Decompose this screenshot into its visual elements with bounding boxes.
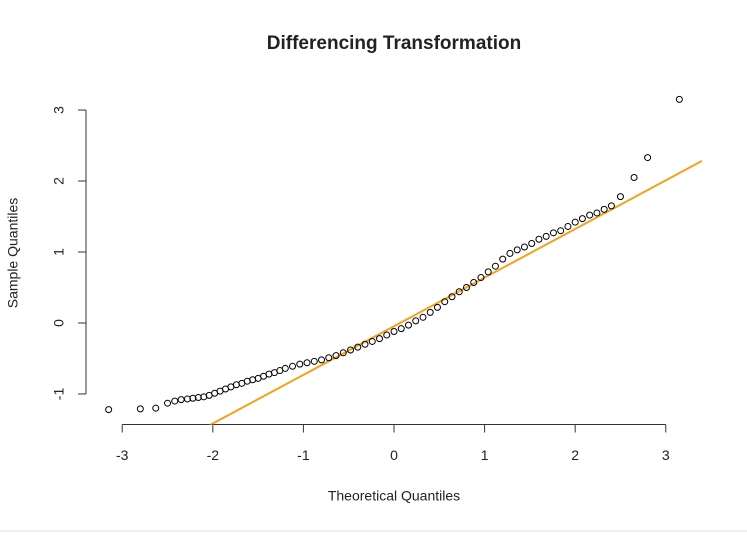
point <box>441 298 449 306</box>
point <box>600 205 608 213</box>
y-tick-label: -1 <box>51 388 67 401</box>
point <box>376 335 384 343</box>
point <box>477 274 485 282</box>
point <box>506 249 514 257</box>
x-axis-title: Theoretical Quantiles <box>328 488 460 504</box>
y-tick-label: 0 <box>51 319 67 327</box>
point <box>397 325 405 333</box>
point <box>535 235 543 243</box>
y-tick-label: 2 <box>51 177 67 185</box>
x-tick-label: 2 <box>571 447 579 463</box>
point <box>289 362 297 370</box>
point <box>462 283 470 291</box>
point <box>189 394 197 402</box>
point <box>630 173 638 181</box>
point <box>578 215 586 223</box>
point <box>296 360 304 368</box>
point <box>383 331 391 339</box>
x-tick-label: -3 <box>116 447 129 463</box>
point <box>419 313 427 321</box>
point <box>528 239 536 247</box>
point <box>368 337 376 345</box>
point <box>542 232 550 240</box>
point <box>448 293 456 301</box>
point <box>412 317 420 325</box>
point <box>164 399 172 407</box>
point <box>136 405 144 413</box>
point <box>455 288 463 296</box>
point <box>593 209 601 217</box>
x-tick-label: 0 <box>390 447 398 463</box>
point <box>520 243 528 251</box>
point <box>426 308 434 316</box>
point <box>152 404 160 412</box>
y-tick-label: 3 <box>51 106 67 114</box>
point <box>491 262 499 270</box>
x-tick-label: -2 <box>207 447 220 463</box>
point <box>354 343 362 351</box>
point <box>105 406 113 414</box>
point <box>281 364 289 372</box>
point <box>564 222 572 230</box>
point <box>303 359 311 367</box>
point <box>549 229 557 237</box>
x-tick-label: 3 <box>662 447 670 463</box>
point <box>347 346 355 354</box>
point <box>557 227 565 235</box>
point <box>433 303 441 311</box>
point <box>361 340 369 348</box>
point <box>616 193 624 201</box>
x-tick-label: 1 <box>481 447 489 463</box>
point <box>571 218 579 226</box>
reference-line <box>208 160 702 425</box>
point <box>390 328 398 336</box>
y-axis-title: Sample Quantiles <box>5 198 21 309</box>
point <box>586 211 594 219</box>
point <box>177 396 185 404</box>
point <box>194 394 202 402</box>
point <box>644 154 652 162</box>
point <box>607 202 615 210</box>
point <box>484 268 492 276</box>
point <box>325 354 333 362</box>
x-tick-label: -1 <box>297 447 310 463</box>
point <box>470 279 478 287</box>
point <box>310 357 318 365</box>
point <box>675 95 683 103</box>
point <box>318 356 326 364</box>
point <box>513 246 521 254</box>
chart-title: Differencing Transformation <box>267 33 521 54</box>
point <box>404 321 412 329</box>
point <box>332 352 340 360</box>
point <box>171 397 179 405</box>
y-tick-label: 1 <box>51 248 67 256</box>
point <box>339 349 347 357</box>
point <box>183 395 191 403</box>
point <box>499 255 507 263</box>
